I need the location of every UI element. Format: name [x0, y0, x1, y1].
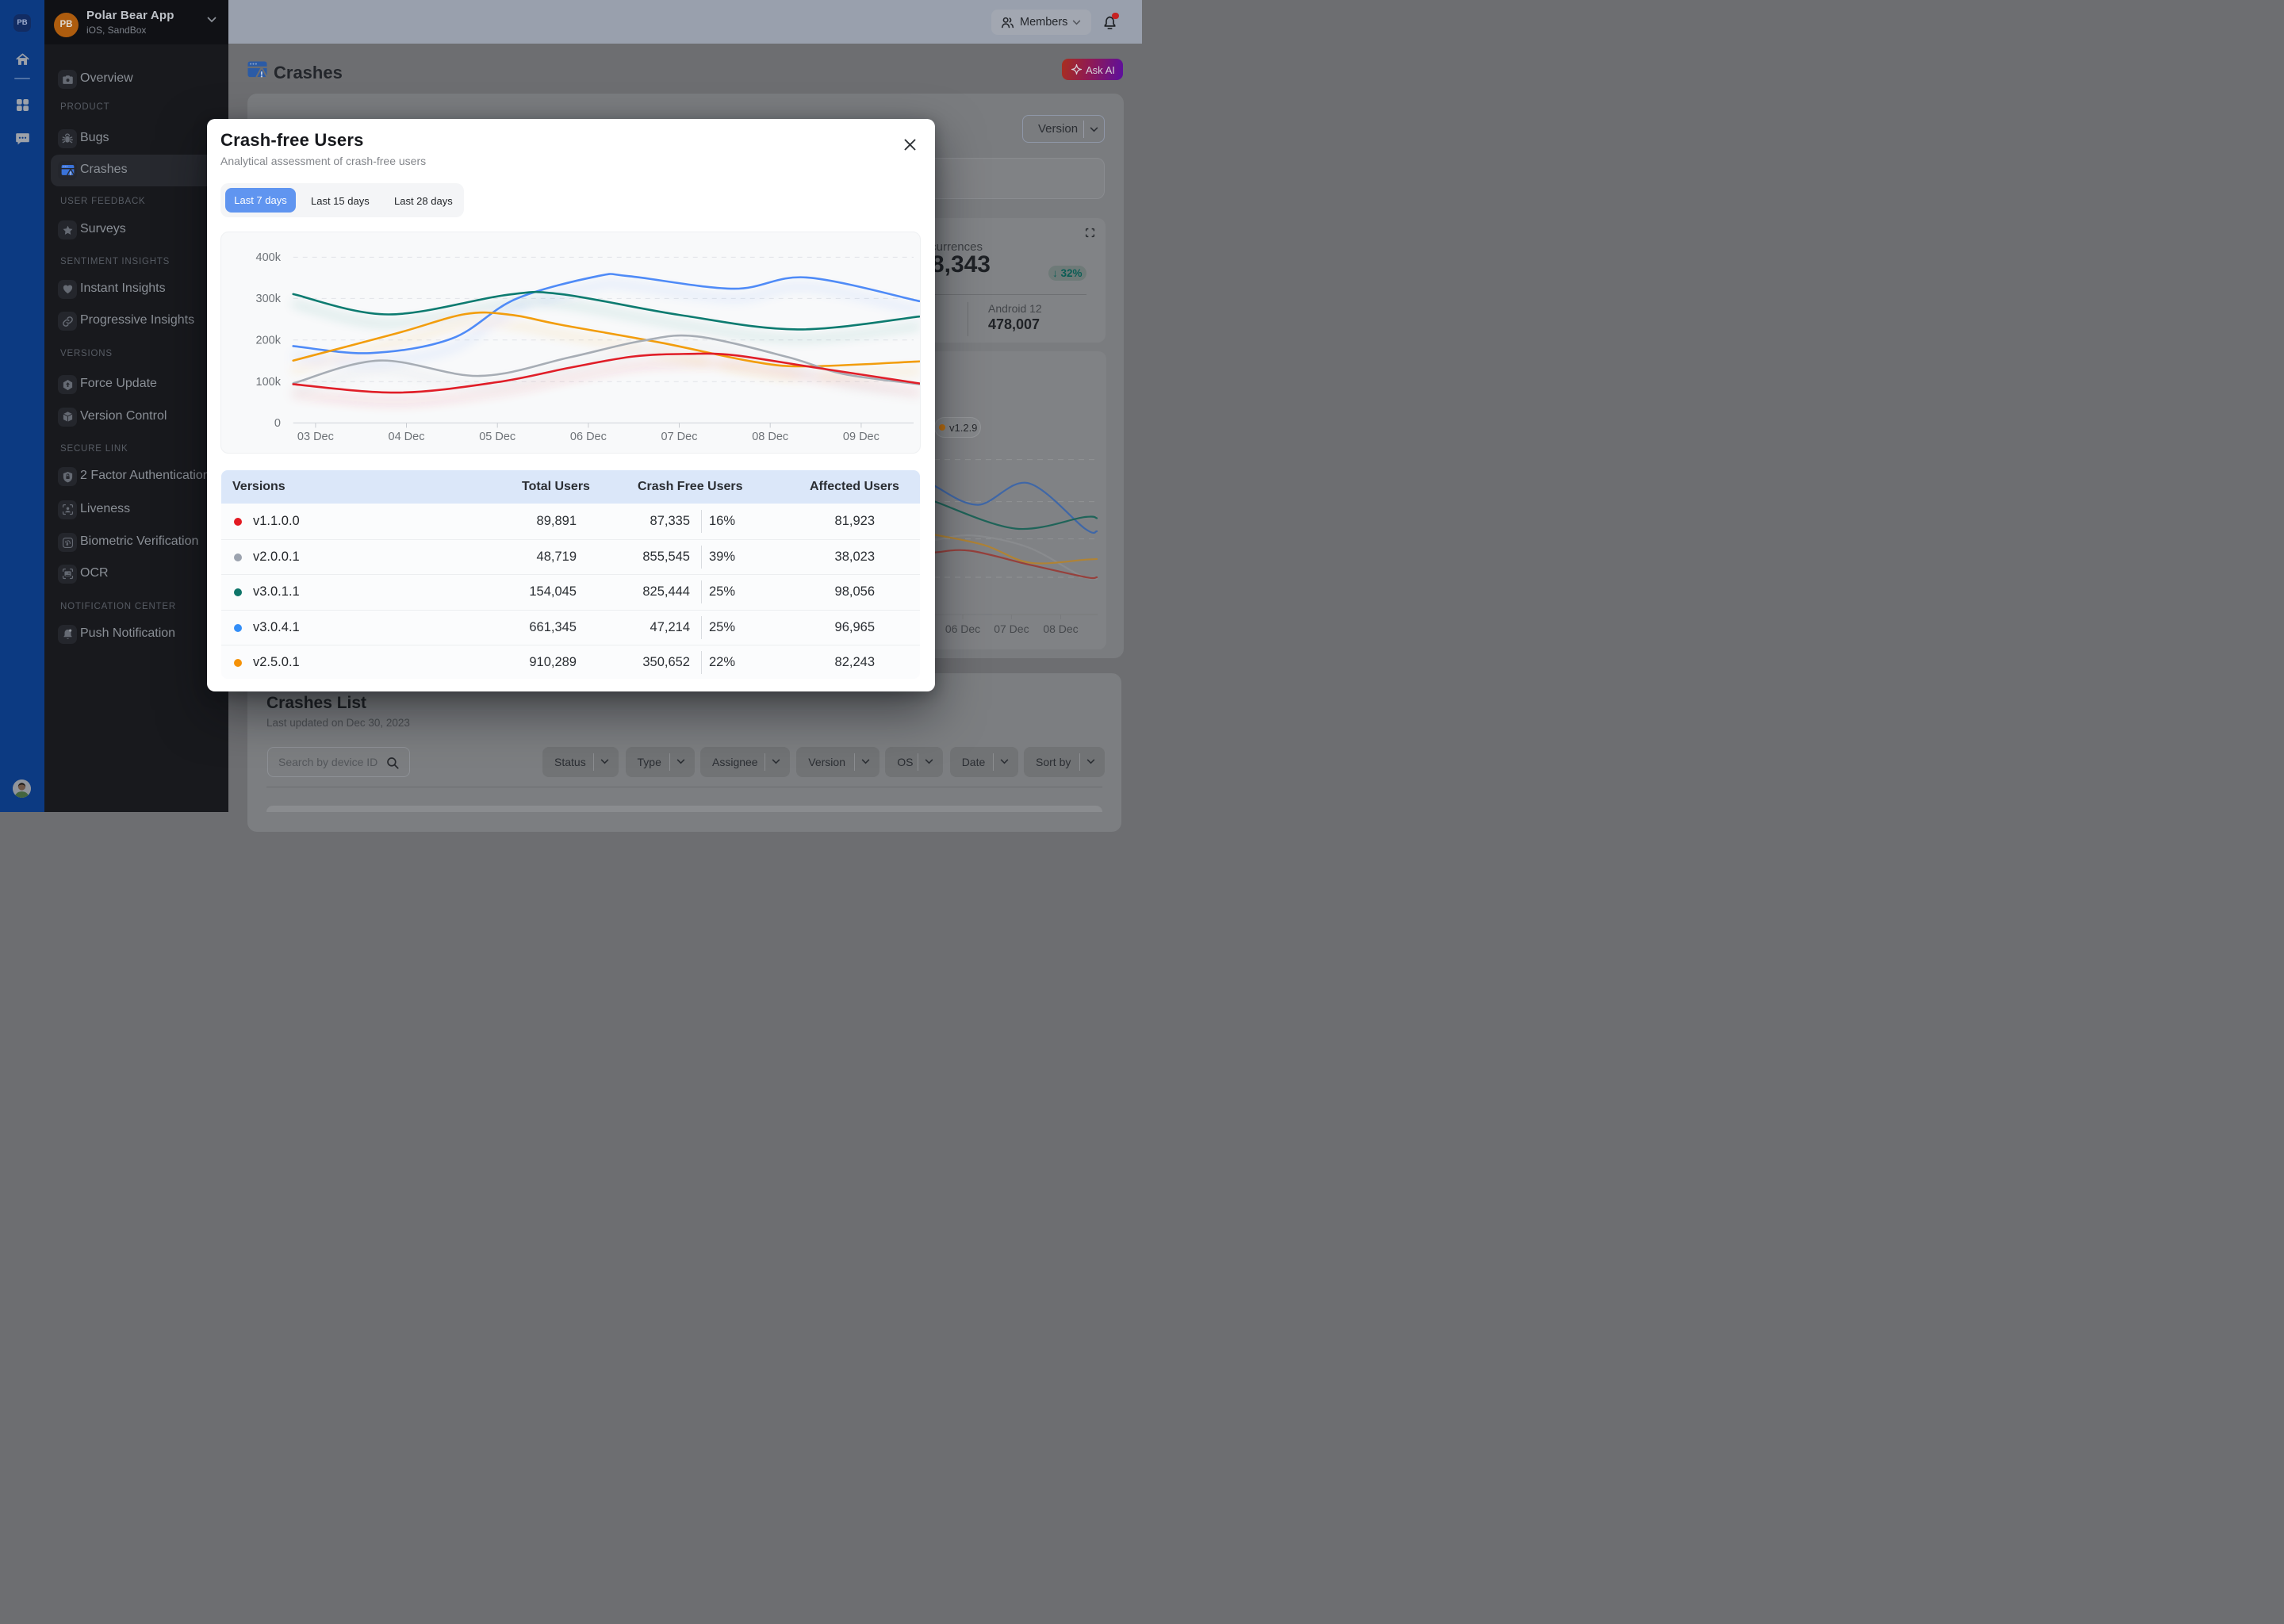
svg-text:05 Dec: 05 Dec: [479, 431, 515, 443]
svg-text:03 Dec: 03 Dec: [297, 431, 334, 443]
svg-text:400k: 400k: [256, 251, 282, 264]
svg-text:07 Dec: 07 Dec: [661, 431, 698, 443]
svg-text:300k: 300k: [256, 293, 282, 305]
svg-text:09 Dec: 09 Dec: [843, 431, 879, 443]
svg-text:100k: 100k: [256, 376, 282, 389]
svg-text:0: 0: [274, 417, 281, 430]
svg-text:08 Dec: 08 Dec: [752, 431, 788, 443]
svg-text:200k: 200k: [256, 334, 282, 347]
svg-text:06 Dec: 06 Dec: [570, 431, 607, 443]
svg-text:04 Dec: 04 Dec: [389, 431, 425, 443]
svg-text:07 Dec: 07 Dec: [994, 622, 1029, 635]
svg-text:06 Dec: 06 Dec: [945, 622, 980, 635]
svg-text:08 Dec: 08 Dec: [1043, 622, 1078, 635]
